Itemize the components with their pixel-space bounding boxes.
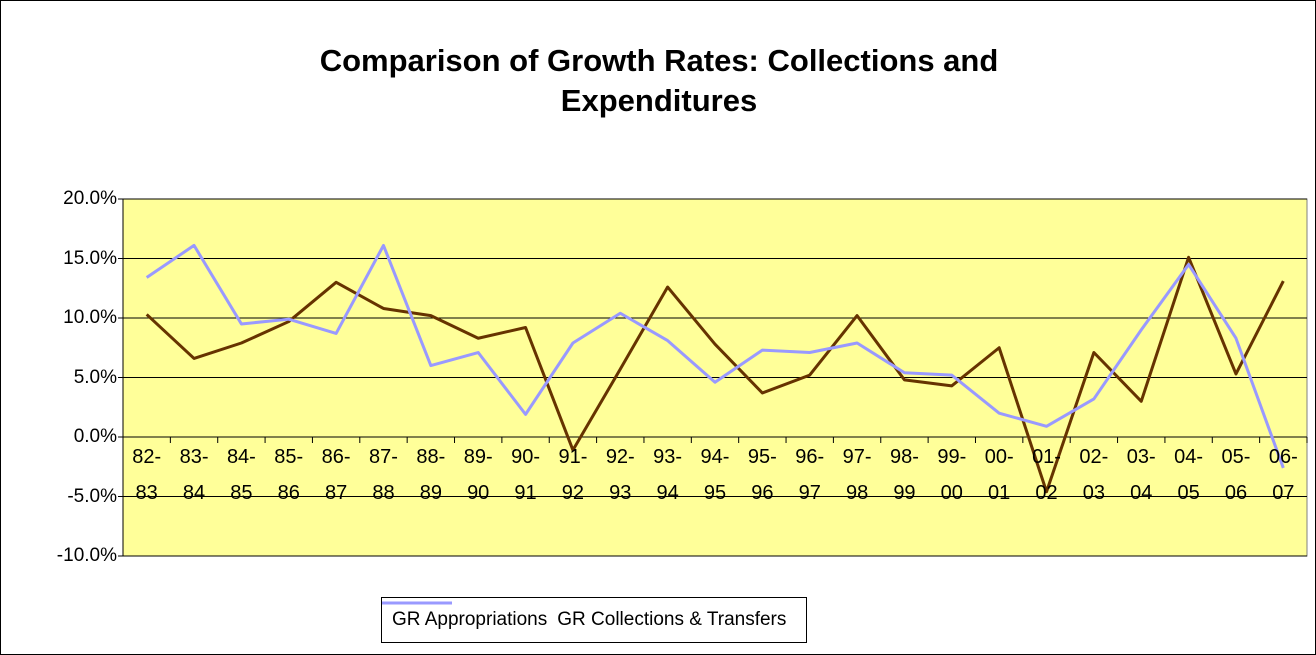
y-tick-label: 10.0% [63,307,117,328]
x-tick-label: 01-02 [1032,446,1061,504]
y-tick-label: 0.0% [73,426,117,447]
x-tick-label: 05-06 [1221,446,1251,504]
x-tick-label: 97-98 [842,446,872,504]
x-tick-label: 95-96 [747,446,777,504]
legend-swatch [382,601,452,605]
x-tick-label: 03-04 [1126,446,1156,504]
x-tick-label: 91-92 [558,446,588,504]
legend-item: GR Collections & Transfers [382,601,787,631]
x-tick-label: 06-07 [1268,446,1298,504]
x-tick-label: 83-84 [179,446,209,504]
series-line [145,243,1285,469]
x-tick-label: 96-97 [795,446,825,504]
x-tick-label: 93-94 [653,446,683,504]
x-tick-label: 89-90 [463,446,493,504]
x-tick-label: 85-86 [274,446,304,504]
legend-item: GR Appropriations [382,601,548,631]
x-tick-label: 84-85 [226,446,256,504]
x-tick-label: 87-88 [369,446,398,504]
y-tick-label: -10.0% [56,545,117,566]
x-tick-label: 92-93 [605,446,635,504]
chart-title: Comparison of Growth Rates: Collections … [319,43,999,118]
y-tick-label: 20.0% [63,188,117,209]
x-tick-label: 94-95 [700,446,730,504]
y-tick-label: -5.0% [67,485,117,507]
legend-label: GR Appropriations [392,609,548,630]
x-tick-label: 02-03 [1079,446,1109,504]
series-line [145,255,1285,494]
x-tick-label: 04-05 [1174,446,1204,504]
x-tick-label: 99-00 [937,446,967,504]
x-tick-label: 00-01 [984,446,1014,504]
legend-label: GR Collections & Transfers [557,609,787,630]
y-tick-label: 5.0% [73,366,117,388]
x-tick-label: 82-83 [132,446,162,504]
y-tick-label: 15.0% [63,247,117,269]
x-tick-label: 90-91 [511,446,540,504]
x-tick-label: 88-89 [416,446,446,504]
x-tick-label: 86-87 [321,446,351,504]
legend: GR Appropriations GR Collections & Transf… [381,597,808,643]
x-tick-label: 98-99 [889,446,919,504]
